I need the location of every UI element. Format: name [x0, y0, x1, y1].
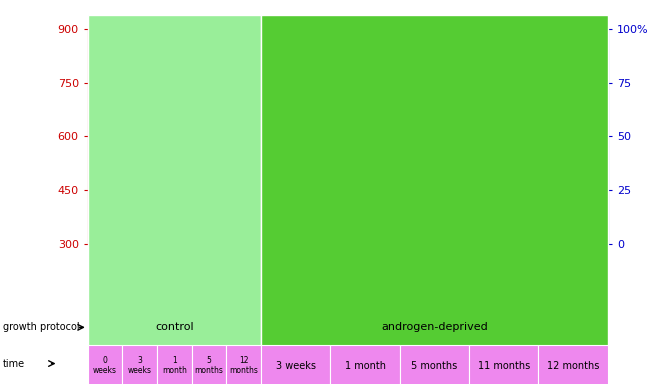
- Text: androgen-deprived: androgen-deprived: [381, 322, 488, 333]
- Text: 1 month: 1 month: [344, 361, 385, 371]
- Bar: [546, 215, 566, 244]
- Bar: [234, 41, 254, 244]
- Bar: [269, 134, 288, 244]
- Text: 3
weeks: 3 weeks: [128, 356, 151, 376]
- Text: 11 months: 11 months: [478, 361, 530, 371]
- Text: 12 months: 12 months: [547, 361, 599, 371]
- Bar: [477, 224, 496, 244]
- Bar: [96, 111, 114, 244]
- Bar: [304, 88, 322, 244]
- Bar: [338, 116, 358, 244]
- Text: 12
months: 12 months: [229, 356, 258, 376]
- Text: time: time: [3, 359, 25, 369]
- Text: 5 months: 5 months: [411, 361, 458, 371]
- Text: 3 weeks: 3 weeks: [276, 361, 316, 371]
- Title: GDS3358 / 230777_s_at: GDS3358 / 230777_s_at: [268, 15, 428, 28]
- Text: growth protocol: growth protocol: [3, 322, 80, 333]
- Bar: [581, 187, 600, 244]
- Bar: [165, 58, 184, 244]
- Bar: [442, 169, 462, 244]
- Bar: [130, 65, 150, 244]
- Text: control: control: [155, 322, 194, 333]
- Text: 5
months: 5 months: [194, 356, 224, 376]
- Bar: [408, 212, 426, 244]
- Bar: [512, 185, 530, 244]
- Text: 0
weeks: 0 weeks: [93, 356, 117, 376]
- Bar: [373, 113, 392, 244]
- Text: 1
month: 1 month: [162, 356, 187, 376]
- Bar: [200, 38, 218, 244]
